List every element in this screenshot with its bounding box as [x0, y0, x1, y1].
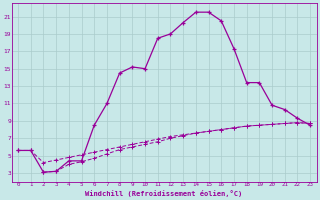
X-axis label: Windchill (Refroidissement éolien,°C): Windchill (Refroidissement éolien,°C)	[85, 190, 243, 197]
